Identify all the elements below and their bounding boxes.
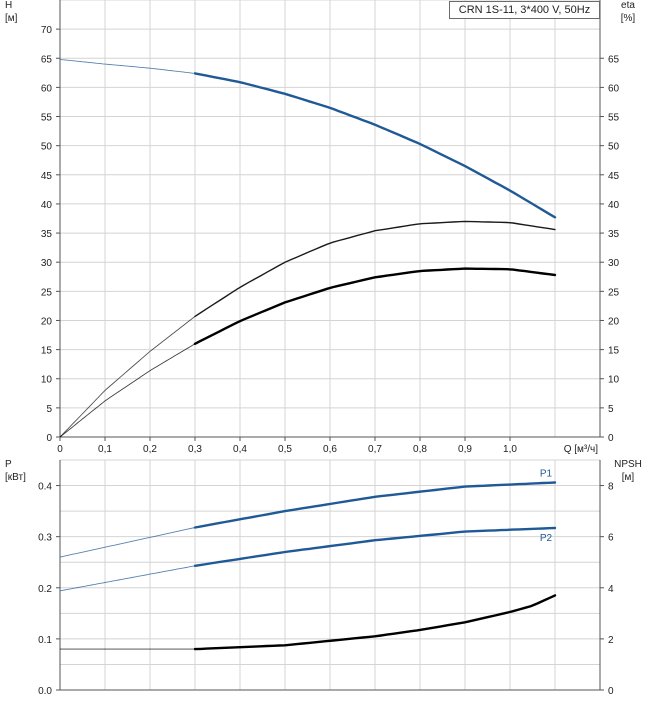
y-tick-label: 45	[41, 171, 53, 182]
y2-axis-label: eta	[621, 0, 635, 11]
p-tick-label: 0.0	[38, 686, 52, 697]
y2-tick-label: 30	[608, 258, 620, 269]
x-tick-label: 0,5	[278, 444, 292, 455]
power-p1-curve-extension	[59, 527, 196, 558]
y2-tick-label: 65	[608, 54, 620, 65]
npsh-tick-label: 0	[608, 686, 614, 697]
y-tick-label: 10	[41, 375, 53, 386]
x-tick-label: 1,0	[503, 444, 517, 455]
y-tick-label: 5	[46, 404, 52, 415]
series-label-p2: P2	[540, 533, 553, 544]
npsh-tick-label: 4	[608, 584, 614, 595]
chart-title-box: CRN 1S-11, 3*400 V, 50Hz	[449, 1, 600, 19]
y2-tick-label: 20	[608, 316, 620, 327]
power-p2-curve-extension	[59, 565, 196, 592]
p-tick-label: 0.4	[38, 482, 52, 493]
y-tick-label: 35	[41, 229, 53, 240]
y2-tick-label: 50	[608, 142, 620, 153]
y-axis-unit: [м]	[5, 13, 18, 24]
y2-axis-unit: [%]	[621, 13, 636, 24]
y2-tick-label: 0	[608, 433, 614, 444]
npsh-tick-label: 8	[608, 482, 614, 493]
x-axis-label: Q [м³/ч]	[564, 444, 599, 455]
x-tick-label: 0,1	[98, 444, 112, 455]
y2-tick-label: 25	[608, 287, 620, 298]
y-tick-label: 55	[41, 113, 53, 124]
y2-tick-label: 35	[608, 229, 620, 240]
p-axis-unit: [кВт]	[5, 472, 26, 483]
x-tick-label: 0,9	[458, 444, 472, 455]
x-tick-label: 0,4	[233, 444, 247, 455]
chart-title: CRN 1S-11, 3*400 V, 50Hz	[458, 4, 591, 16]
y2-tick-label: 45	[608, 171, 620, 182]
x-tick-label: 0,8	[413, 444, 427, 455]
label-layer: 0510152025303540455055606570051015202530…	[5, 0, 642, 697]
y-tick-label: 40	[41, 200, 53, 211]
y-tick-label: 0	[46, 433, 52, 444]
x-tick-label: 0,3	[188, 444, 202, 455]
x-tick-label: 0	[57, 444, 63, 455]
y2-tick-label: 5	[608, 404, 614, 415]
npsh-tick-label: 6	[608, 533, 614, 544]
p-tick-label: 0.3	[38, 533, 52, 544]
y-tick-label: 65	[41, 54, 53, 65]
p-axis-label: P	[5, 459, 12, 470]
power-p2-curve	[193, 526, 557, 567]
x-tick-label: 0,6	[323, 444, 337, 455]
head-curve-extension	[59, 58, 196, 74]
y-tick-label: 70	[41, 25, 53, 36]
y2-tick-label: 10	[608, 375, 620, 386]
x-tick-label: 0,7	[368, 444, 382, 455]
npsh-axis-label: NPSH	[614, 459, 642, 470]
curve-layer	[59, 58, 557, 651]
power-p1-curve	[193, 481, 557, 529]
grid-layer	[59, 0, 601, 691]
head-curve	[193, 72, 557, 219]
efficiency-total-curve	[194, 220, 556, 318]
y-tick-label: 30	[41, 258, 53, 269]
y-tick-label: 15	[41, 346, 53, 357]
y-axis-label: H	[5, 0, 12, 11]
npsh-tick-label: 2	[608, 635, 614, 646]
p-tick-label: 0.2	[38, 584, 52, 595]
y-tick-label: 25	[41, 287, 53, 298]
npsh-curve	[193, 594, 557, 651]
x-tick-label: 0,2	[143, 444, 157, 455]
y2-tick-label: 60	[608, 83, 620, 94]
series-label-p1: P1	[540, 468, 553, 479]
y-tick-label: 60	[41, 83, 53, 94]
y2-tick-label: 55	[608, 113, 620, 124]
efficiency-pump-curve	[193, 267, 557, 345]
npsh-axis-unit: [м]	[622, 472, 635, 483]
axis-layer	[56, 0, 604, 691]
y2-tick-label: 15	[608, 346, 620, 357]
y-tick-label: 50	[41, 142, 53, 153]
y2-tick-label: 40	[608, 200, 620, 211]
efficiency-pump-curve-extension	[59, 343, 196, 438]
p-tick-label: 0.1	[38, 635, 52, 646]
efficiency-total-curve-extension	[59, 316, 196, 438]
y-tick-label: 20	[41, 316, 53, 327]
